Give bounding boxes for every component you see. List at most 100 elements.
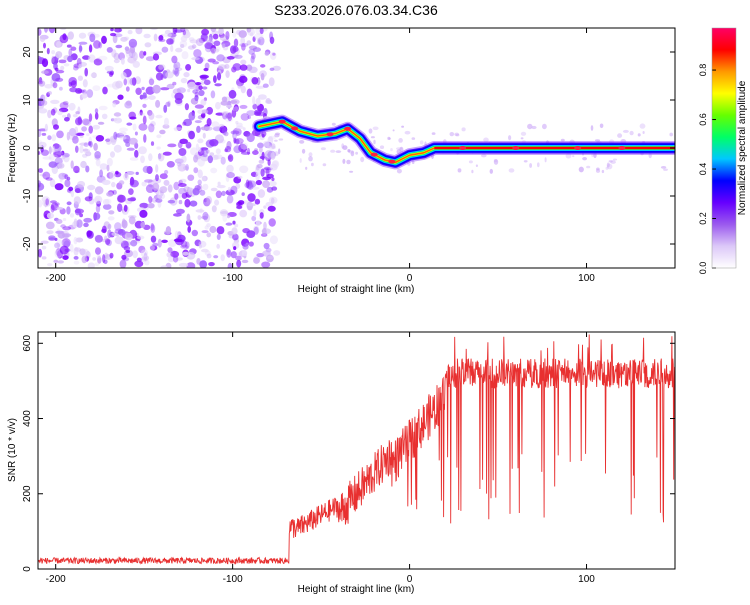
- noise-blob: [86, 133, 90, 137]
- noise-blob: [39, 35, 46, 42]
- noise-blob: [111, 118, 118, 122]
- noise-blob: [368, 128, 373, 134]
- noise-blob: [38, 182, 45, 191]
- spectrogram-y-tick-label: 0: [22, 145, 33, 151]
- noise-blob: [255, 179, 262, 186]
- noise-blob: [41, 196, 50, 203]
- noise-blob: [59, 34, 69, 44]
- noise-blob: [253, 209, 257, 217]
- noise-blob: [544, 157, 547, 163]
- noise-blob: [174, 230, 179, 239]
- noise-blob: [235, 138, 240, 145]
- noise-blob: [187, 88, 191, 93]
- noise-blob: [82, 148, 89, 152]
- noise-blob: [610, 160, 616, 164]
- noise-blob: [601, 169, 605, 174]
- noise-blob: [194, 120, 202, 124]
- noise-blob: [148, 153, 153, 162]
- noise-blob: [274, 133, 280, 138]
- noise-blob: [144, 259, 150, 266]
- noise-blob: [92, 257, 97, 261]
- noise-blob: [346, 159, 351, 165]
- noise-blob: [120, 36, 128, 42]
- noise-blob: [91, 72, 97, 79]
- noise-blob: [70, 190, 74, 198]
- noise-blob: [79, 213, 83, 218]
- noise-blob: [111, 49, 117, 58]
- noise-blob: [120, 58, 125, 65]
- noise-blob: [202, 183, 209, 191]
- noise-blob: [225, 174, 230, 183]
- noise-blob: [38, 129, 42, 137]
- noise-blob: [68, 102, 76, 111]
- noise-blob: [255, 220, 261, 227]
- noise-blob: [220, 211, 229, 215]
- noise-blob: [123, 173, 129, 181]
- noise-blob: [542, 123, 547, 130]
- noise-blob: [246, 40, 252, 46]
- noise-blob: [158, 64, 164, 70]
- noise-blob: [170, 45, 174, 52]
- noise-blob: [64, 174, 69, 180]
- noise-blob: [182, 121, 187, 126]
- noise-blob: [183, 118, 193, 127]
- snr-y-tick-label: 0: [22, 566, 33, 572]
- noise-blob: [572, 155, 575, 158]
- noise-blob: [126, 147, 135, 151]
- noise-blob: [392, 129, 395, 132]
- noise-blob: [246, 230, 256, 239]
- noise-blob: [251, 77, 259, 85]
- noise-blob: [152, 242, 159, 247]
- noise-blob: [379, 145, 385, 149]
- spectrogram-y-tick-label: 10: [22, 94, 33, 106]
- noise-blob: [54, 183, 64, 191]
- noise-blob: [457, 168, 462, 173]
- noise-blob: [663, 168, 668, 171]
- noise-blob: [55, 51, 63, 59]
- noise-blob: [73, 65, 79, 71]
- noise-blob: [96, 200, 101, 207]
- noise-blob: [230, 130, 240, 135]
- noise-blob: [213, 75, 217, 83]
- noise-blob: [79, 145, 84, 154]
- noise-blob: [70, 46, 77, 51]
- noise-blob: [85, 165, 90, 173]
- noise-blob: [269, 36, 275, 44]
- noise-blob: [102, 179, 111, 186]
- noise-blob: [145, 56, 155, 62]
- noise-blob: [187, 174, 195, 181]
- noise-blob: [47, 109, 52, 119]
- noise-blob: [188, 111, 196, 121]
- noise-blob: [200, 112, 206, 118]
- noise-blob: [308, 156, 313, 162]
- noise-blob: [263, 205, 267, 209]
- noise-blob: [131, 77, 137, 86]
- noise-blob: [69, 243, 74, 253]
- noise-blob: [265, 168, 270, 177]
- noise-blob: [227, 112, 233, 122]
- noise-blob: [142, 103, 147, 108]
- noise-blob: [143, 33, 151, 39]
- noise-blob: [196, 125, 201, 133]
- noise-blob: [129, 157, 139, 161]
- noise-blob: [54, 202, 60, 206]
- noise-blob: [190, 147, 198, 156]
- noise-blob: [136, 235, 145, 240]
- spectrogram-y-tick-label: -10: [22, 188, 33, 203]
- noise-blob: [193, 167, 199, 174]
- noise-blob: [163, 104, 168, 113]
- noise-blob: [83, 119, 92, 127]
- noise-blob: [155, 114, 163, 119]
- noise-blob: [144, 179, 153, 183]
- noise-blob: [132, 123, 137, 131]
- noise-blob: [150, 222, 155, 231]
- noise-blob: [153, 33, 158, 42]
- noise-blob: [260, 64, 266, 68]
- noise-blob: [125, 48, 130, 54]
- noise-blob: [148, 196, 153, 204]
- noise-blob: [178, 262, 189, 268]
- noise-blob: [642, 131, 645, 134]
- noise-blob: [96, 254, 102, 259]
- noise-blob: [193, 49, 202, 58]
